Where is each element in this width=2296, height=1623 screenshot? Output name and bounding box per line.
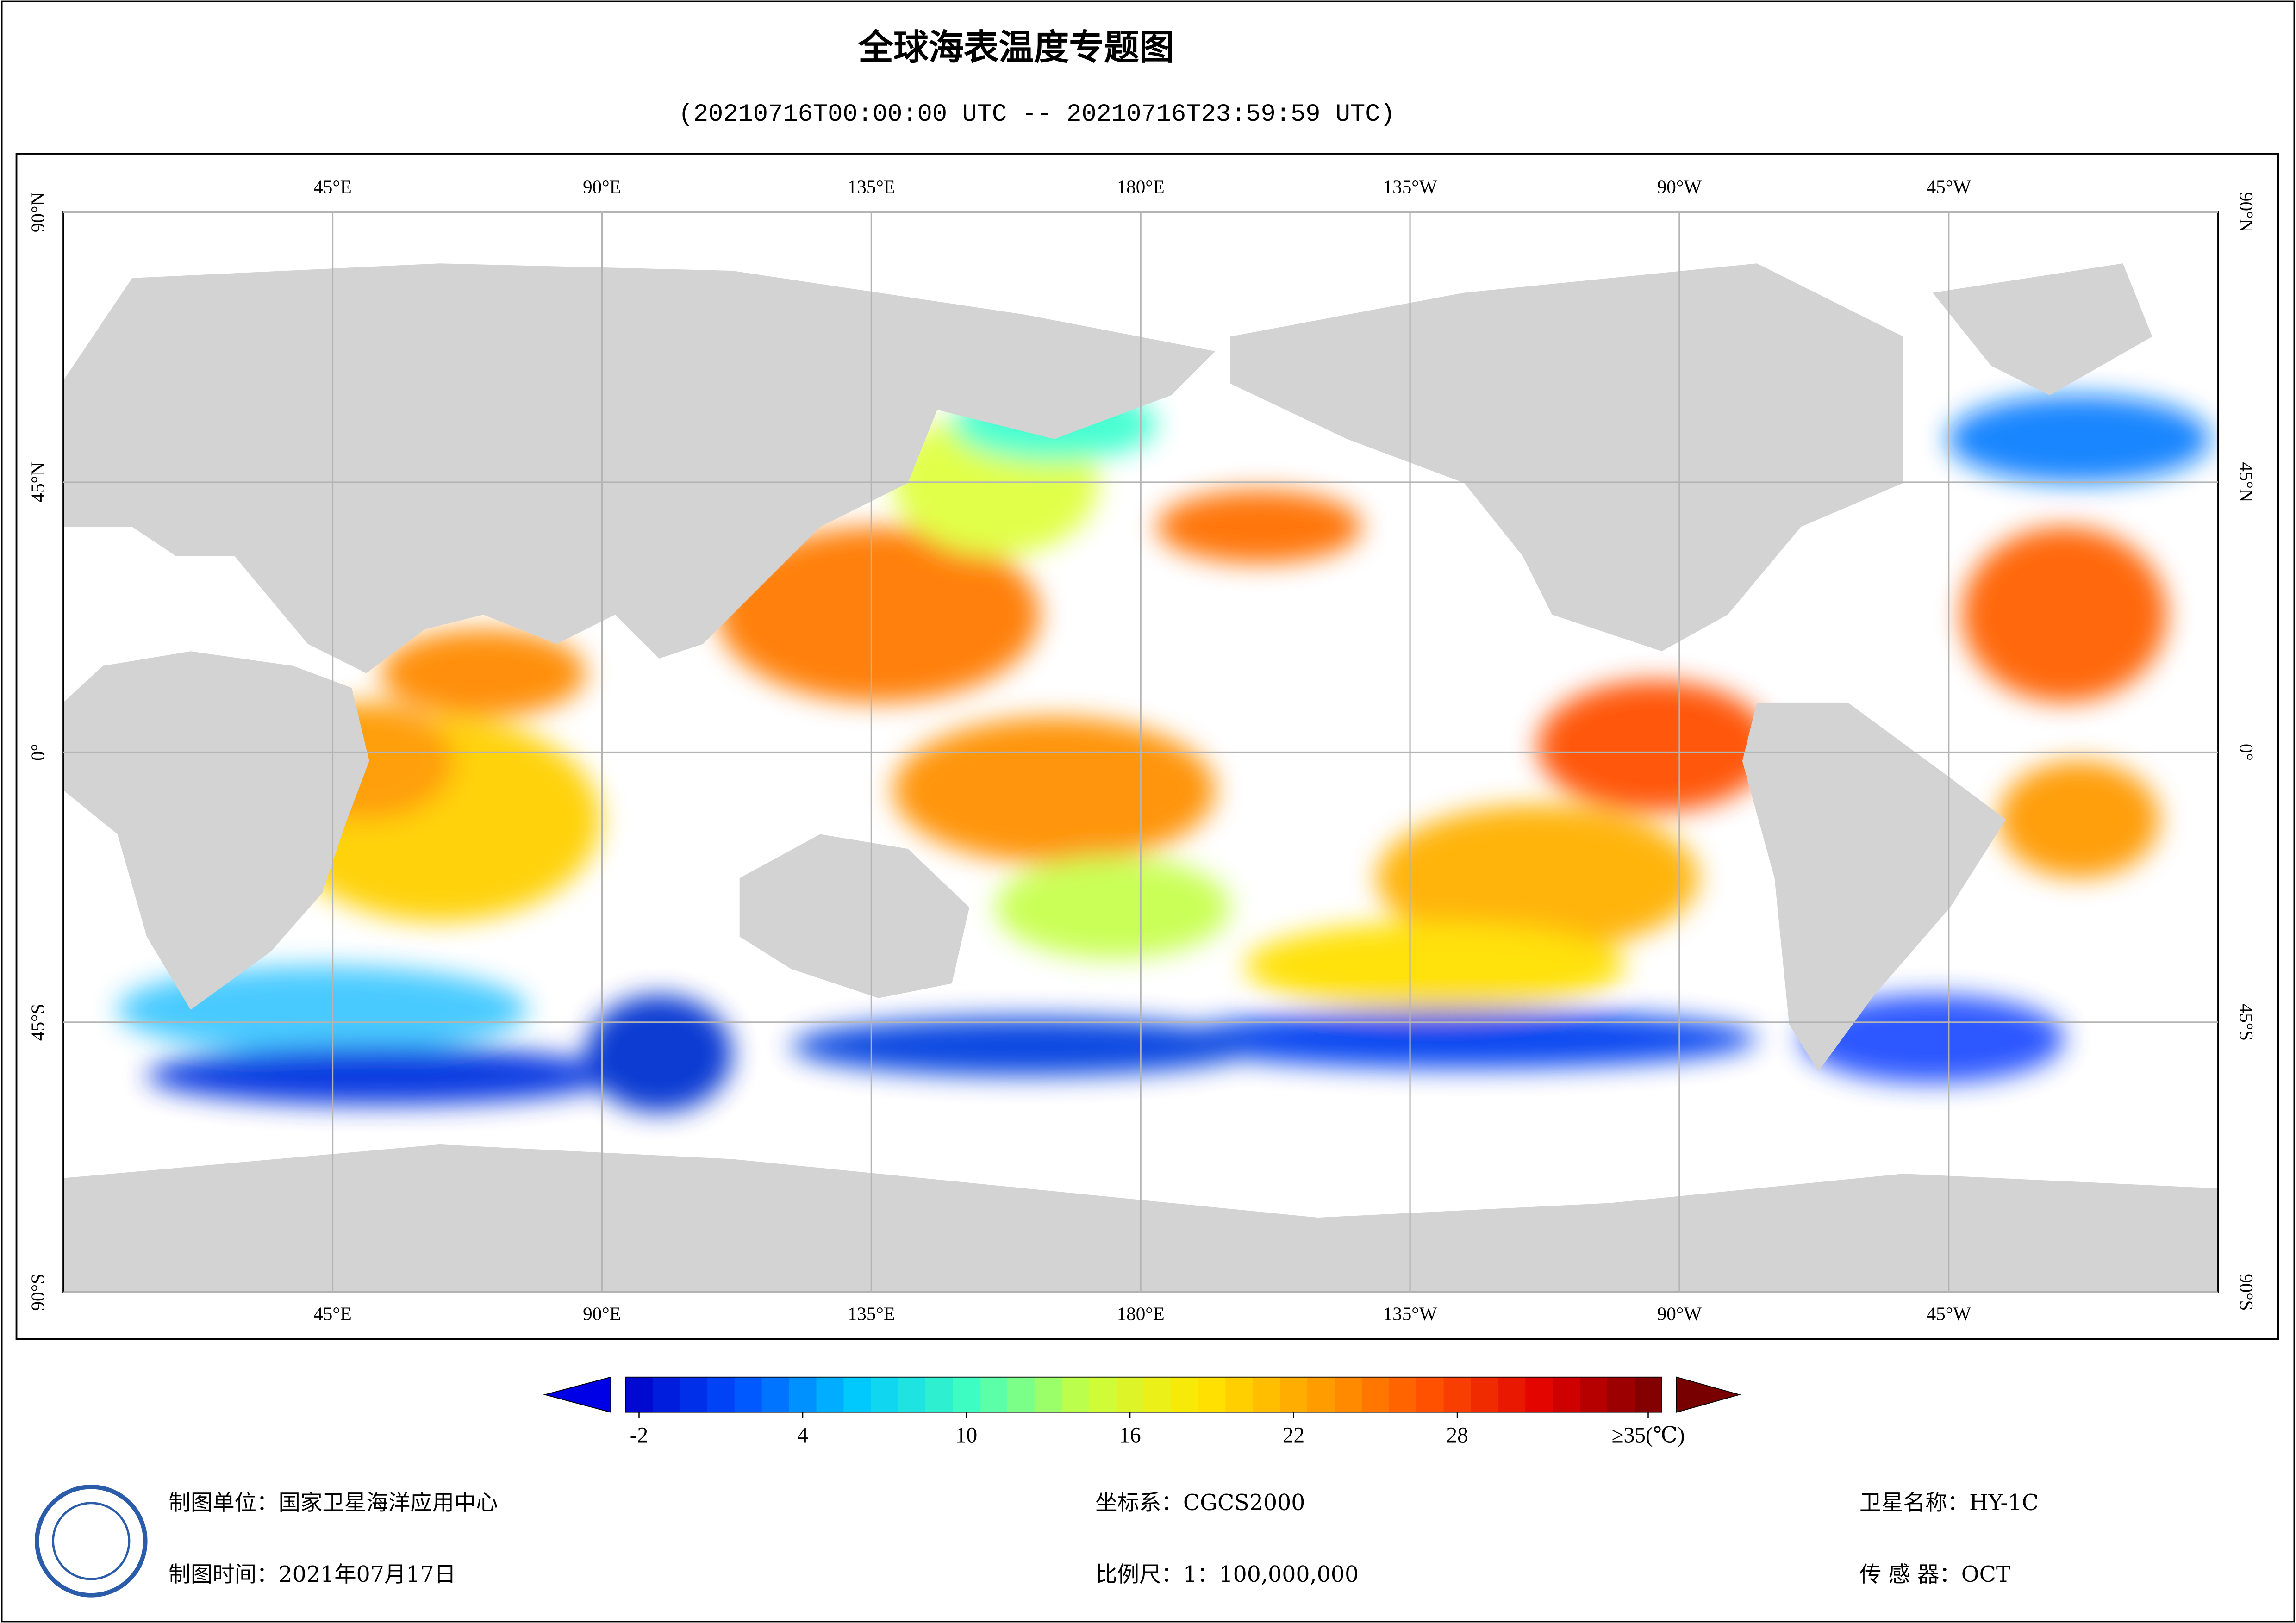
colorbar-cell xyxy=(816,1377,844,1412)
colorbar-cell xyxy=(734,1377,762,1412)
colorbar-cell xyxy=(1607,1377,1635,1412)
x-tick-label: 135°W xyxy=(1383,176,1437,197)
footer-sensor: 传 感 器：OCT xyxy=(1859,1562,2011,1587)
y-tick-label: 45°N xyxy=(2236,462,2257,502)
colorbar-cell xyxy=(761,1377,790,1412)
colorbar-over xyxy=(1676,1376,1741,1413)
y-tick-label: 0° xyxy=(2236,744,2257,761)
colorbar-cell xyxy=(1525,1377,1554,1412)
subtitle: (20210716T00:00:00 UTC -- 20210716T23:59… xyxy=(679,100,1395,129)
colorbar-cell xyxy=(871,1377,899,1412)
colorbar-cell xyxy=(1143,1377,1172,1412)
colorbar-cell xyxy=(1198,1377,1226,1412)
x-tick-label: 45°E xyxy=(313,1303,352,1324)
colorbar-cell xyxy=(625,1377,653,1412)
footer-time: 制图时间：2021年07月17日 xyxy=(168,1562,456,1587)
x-tick-label: 45°W xyxy=(1927,176,1972,197)
y-tick-label: 90°S xyxy=(2236,1274,2257,1311)
x-tick-label: 90°E xyxy=(583,176,621,197)
colorbar-cell xyxy=(898,1377,926,1412)
colorbar-cell xyxy=(1007,1377,1035,1412)
land xyxy=(1742,702,2006,1071)
colorbar-cell xyxy=(1307,1377,1335,1412)
x-tick-label: 45°E xyxy=(313,176,352,197)
x-tick-label: 90°E xyxy=(583,1303,621,1324)
colorbar-cell xyxy=(843,1377,872,1412)
colorbar-cell xyxy=(1225,1377,1254,1412)
colorbar-tick-label: 16 xyxy=(1119,1423,1141,1447)
map-area xyxy=(63,263,2218,1293)
x-tick-label: 45°W xyxy=(1927,1303,1972,1324)
colorbar-tick-label: 28 xyxy=(1446,1423,1468,1447)
land xyxy=(1932,263,2152,395)
x-tick-label: 135°W xyxy=(1383,1303,1437,1324)
land xyxy=(739,834,970,998)
colorbar-border xyxy=(625,1376,1662,1413)
colorbar-cell xyxy=(1361,1377,1390,1412)
x-tick-label: 180°E xyxy=(1117,1303,1165,1324)
land xyxy=(63,263,1216,673)
colorbar-cell xyxy=(925,1377,954,1412)
footer-satellite: 卫星名称：HY-1C xyxy=(1859,1490,2039,1516)
colorbar-cell xyxy=(980,1377,1008,1412)
colorbar-cell xyxy=(1253,1377,1281,1412)
colorbar-tick-label: ≥35(℃) xyxy=(1611,1423,1685,1447)
footer-crs: 坐标系：CGCS2000 xyxy=(1095,1490,1305,1516)
y-tick-label: 90°S xyxy=(27,1274,49,1311)
colorbar-cell xyxy=(680,1377,708,1412)
colorbar-cell xyxy=(789,1377,817,1412)
colorbar-cell xyxy=(953,1377,980,1412)
logo-ring xyxy=(52,1502,131,1580)
colorbar-cell xyxy=(1635,1377,1662,1412)
x-tick-label: 90°W xyxy=(1657,1303,1702,1324)
colorbar-cell xyxy=(1580,1377,1608,1412)
colorbar-cell xyxy=(1334,1377,1362,1412)
colorbar-cell xyxy=(1553,1377,1581,1412)
colorbar-cell xyxy=(1416,1377,1444,1412)
colorbar-cell xyxy=(1471,1377,1499,1412)
colorbar-cell xyxy=(1389,1377,1417,1412)
title: 全球海表温度专题图 xyxy=(858,27,1174,68)
colorbar-cell xyxy=(707,1377,735,1412)
y-tick-label: 0° xyxy=(27,744,49,761)
footer-unit: 制图单位：国家卫星海洋应用中心 xyxy=(168,1490,498,1516)
colorbar-cell xyxy=(1498,1377,1526,1412)
colorbar-under xyxy=(543,1376,611,1413)
colorbar-cell xyxy=(1061,1377,1090,1412)
colorbar-tick-label: 4 xyxy=(797,1423,808,1447)
colorbar-cell xyxy=(1280,1377,1308,1412)
y-tick-label: 45°N xyxy=(27,462,49,502)
map-frame xyxy=(15,153,2279,1340)
y-tick-label: 45°S xyxy=(2236,1004,2257,1041)
x-tick-label: 180°E xyxy=(1117,176,1165,197)
x-tick-label: 135°E xyxy=(848,176,895,197)
colorbar-cell xyxy=(1034,1377,1062,1412)
colorbar-tick-label: 22 xyxy=(1283,1423,1304,1447)
colorbar-cell xyxy=(1171,1377,1199,1412)
colorbar-cell xyxy=(1089,1377,1117,1412)
land xyxy=(1230,263,1903,652)
colorbar-cell xyxy=(1443,1377,1472,1412)
colorbar-tick-label: 10 xyxy=(955,1423,977,1447)
y-tick-label: 90°N xyxy=(27,192,49,232)
colorbar-tick-label: -2 xyxy=(630,1423,649,1447)
footer-scale: 比例尺：1：100,000,000 xyxy=(1095,1562,1359,1587)
colorbar-cell xyxy=(652,1377,680,1412)
x-tick-label: 135°E xyxy=(848,1303,895,1324)
y-tick-label: 45°S xyxy=(27,1004,49,1041)
land xyxy=(63,651,369,1010)
x-tick-label: 90°W xyxy=(1657,176,1702,197)
colorbar-cell xyxy=(1116,1377,1144,1412)
y-tick-label: 90°N xyxy=(2236,192,2257,232)
